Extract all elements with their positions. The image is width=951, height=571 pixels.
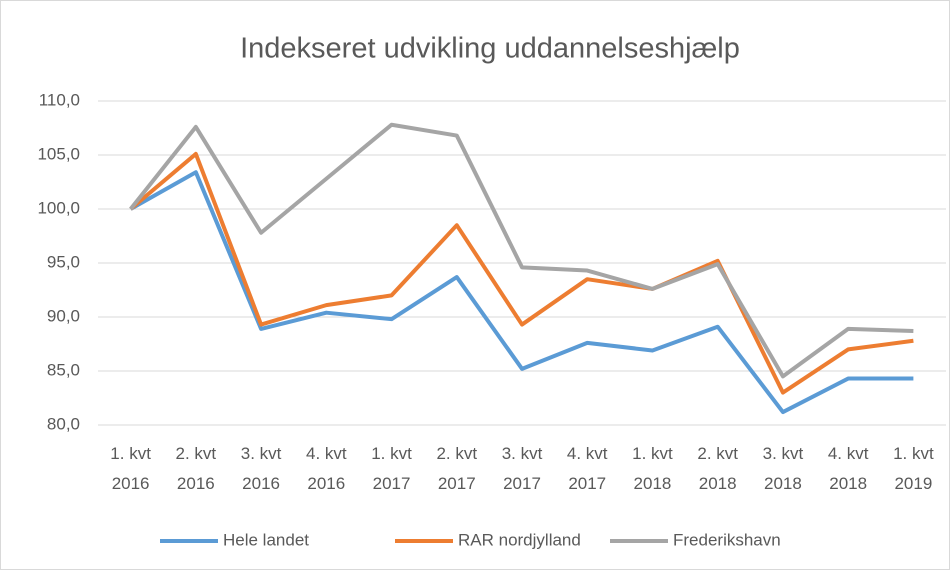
- x-tick-line: 4. kvt: [567, 444, 608, 463]
- x-tick-line: 1. kvt: [371, 444, 412, 463]
- x-tick-line: 2019: [894, 474, 932, 493]
- chart-title: Indekseret udvikling uddannelseshjælp: [240, 33, 740, 65]
- x-tick-line: 2017: [438, 474, 476, 493]
- y-tick-label: 100,0: [37, 198, 80, 217]
- x-tick-label: 1. kvt 2017: [371, 444, 412, 493]
- x-tick-label: 4. kvt 2016: [306, 444, 347, 493]
- x-tick-label: 3. kvt 2016: [241, 444, 282, 493]
- x-tick-label: 4. kvt 2017: [567, 444, 608, 493]
- legend-label: Hele landet: [223, 530, 309, 549]
- x-tick-label: 3. kvt 2018: [763, 444, 804, 493]
- x-tick-label: 2. kvt 2018: [697, 444, 738, 493]
- x-tick-line: 4. kvt: [828, 444, 869, 463]
- series-line: [129, 151, 914, 395]
- x-tick-line: 3. kvt: [241, 444, 282, 463]
- y-tick-label: 95,0: [47, 252, 80, 271]
- x-tick-line: 2. kvt: [176, 444, 217, 463]
- x-tick-label: 1. kvt 2018: [632, 444, 673, 493]
- x-tick-line: 2017: [503, 474, 541, 493]
- x-tick-line: 4. kvt: [306, 444, 347, 463]
- x-tick-line: 2016: [112, 474, 150, 493]
- x-tick-label: 3. kvt 2017: [502, 444, 543, 493]
- x-tick-label: 2. kvt 2017: [436, 444, 477, 493]
- y-tick-label: 85,0: [47, 360, 80, 379]
- x-tick-line: 2018: [699, 474, 737, 493]
- series-line: [129, 122, 914, 379]
- series-line: [129, 170, 914, 415]
- x-tick-line: 2018: [764, 474, 802, 493]
- x-tick-line: 2016: [177, 474, 215, 493]
- x-tick-line: 2018: [829, 474, 867, 493]
- x-tick-line: 2016: [307, 474, 345, 493]
- y-tick-label: 110,0: [39, 90, 80, 109]
- x-tick-label: 1. kvt 2019: [893, 444, 934, 493]
- x-tick-line: 1. kvt: [893, 444, 934, 463]
- x-tick-label: 4. kvt 2018: [828, 444, 869, 493]
- x-tick-line: 2. kvt: [697, 444, 738, 463]
- x-tick-line: 1. kvt: [632, 444, 673, 463]
- x-tick-line: 1. kvt: [110, 444, 151, 463]
- x-tick-label: 1. kvt 2016: [110, 444, 151, 493]
- legend-label: Frederikshavn: [673, 530, 781, 549]
- x-tick-line: 3. kvt: [763, 444, 804, 463]
- x-tick-line: 3. kvt: [502, 444, 543, 463]
- legend-label: RAR nordjylland: [458, 530, 581, 549]
- x-tick-line: 2017: [373, 474, 411, 493]
- x-tick-label: 2. kvt 2016: [176, 444, 217, 493]
- x-tick-line: 2018: [634, 474, 672, 493]
- y-tick-label: 90,0: [47, 306, 80, 325]
- x-tick-line: 2017: [568, 474, 606, 493]
- x-tick-line: 2. kvt: [436, 444, 477, 463]
- y-tick-label: 105,0: [37, 144, 80, 163]
- x-tick-line: 2016: [242, 474, 280, 493]
- y-tick-label: 80,0: [47, 414, 80, 433]
